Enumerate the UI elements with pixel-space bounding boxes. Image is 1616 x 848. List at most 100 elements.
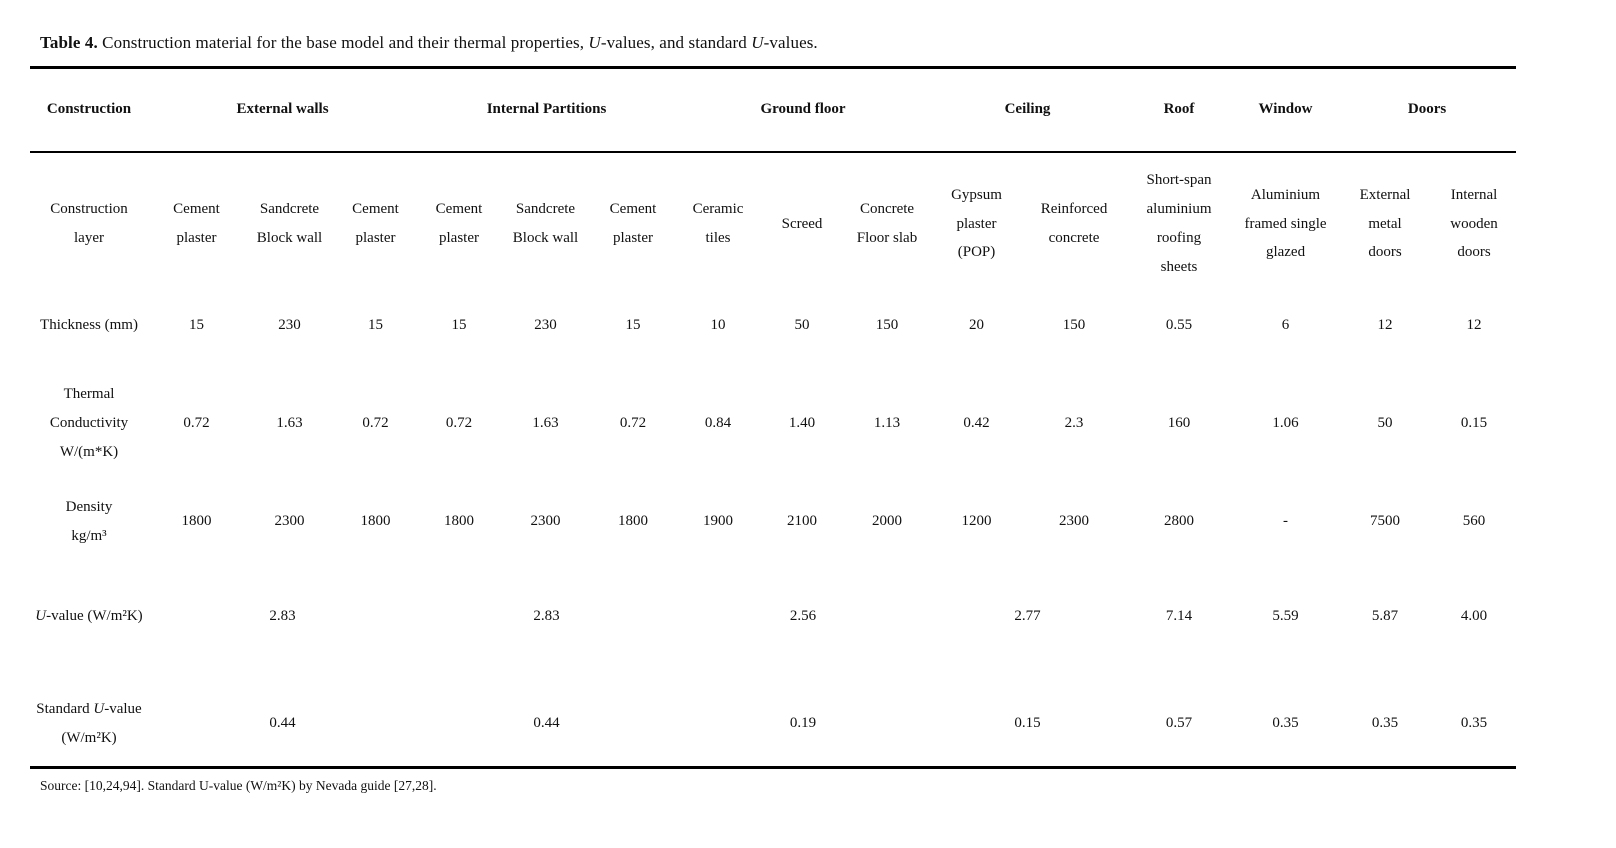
table-cell: 15 [189, 317, 204, 334]
group-header-window: Window [1233, 67, 1339, 153]
table-cell: 2.83 [533, 608, 560, 625]
table-cell: 1.06 [1272, 415, 1299, 432]
row-label-standard-units: -value (W/m²K) [61, 700, 142, 746]
table-cell: 1800 [618, 513, 648, 530]
table-cell: 0.72 [183, 415, 210, 432]
table-cell: Screed [781, 215, 823, 232]
table-cell: 1200 [961, 513, 992, 530]
table-cell: 15 [625, 317, 641, 334]
density-row: Density kg/m³ 1800 2300 1800 1800 2300 1… [30, 492, 1516, 552]
table-cell: Cement plaster [173, 201, 220, 246]
table-cell: 1.63 [276, 415, 303, 432]
table-caption-text: -values. [763, 33, 818, 52]
table-cell: 2.77 [1014, 608, 1041, 625]
table-cell: 50 [1377, 415, 1393, 432]
table-cell: External metal doors [1359, 186, 1411, 261]
table-cell: 2300 [530, 513, 561, 530]
table-cell: 0.35 [1272, 715, 1299, 732]
italic-u: U [93, 700, 105, 717]
table-cell: 2000 [872, 513, 903, 530]
table-caption-text: Construction material for the base model… [97, 33, 589, 52]
table-cell: 0.19 [789, 715, 817, 732]
row-label-thickness: Thickness (mm) [40, 317, 138, 334]
table-cell: 50 [794, 317, 810, 334]
table-cell: 2.56 [789, 608, 817, 625]
table-cell: 15 [368, 317, 383, 334]
u-value-row: U-value (W/m²K) 2.83 2.83 2.56 2.77 7.14… [30, 552, 1516, 682]
table-cell: Cement plaster [435, 201, 483, 246]
table-cell: 0.72 [362, 415, 389, 432]
table-caption-number: Table 4. [40, 33, 98, 52]
table-cell: 1800 [360, 513, 391, 530]
table-cell: 7.14 [1165, 608, 1193, 625]
row-label-standard-text: Standard [36, 700, 94, 717]
table-cell: 0.84 [704, 415, 732, 432]
table-cell: 1.40 [788, 415, 816, 432]
group-header-ground-floor: Ground floor [676, 67, 931, 153]
table-cell: Reinforced concrete [1040, 201, 1108, 246]
table-cell: 20 [969, 317, 985, 334]
table-cell: 560 [1462, 513, 1486, 530]
table-caption-text: -values, and standard [600, 33, 752, 52]
thermal-properties-table: Construction External walls Internal Par… [30, 66, 1517, 769]
table-cell: 0.55 [1165, 317, 1193, 334]
table-cell: Aluminium framed single glazed [1244, 186, 1327, 261]
group-header-doors: Doors [1338, 67, 1517, 153]
table-cell: 230 [278, 317, 301, 334]
italic-u: U [35, 608, 47, 625]
table-cell: 4.00 [1460, 608, 1488, 625]
source-note: Source: [10,24,94]. Standard U-value (W/… [40, 778, 437, 793]
table-cell: 0.72 [619, 415, 647, 432]
table-cell: 2300 [1059, 513, 1090, 530]
table-cell: Ceramic tiles [692, 201, 744, 246]
paper-page: Table 4. Construction material for the b… [30, 33, 1586, 793]
table-cell: 0.44 [533, 715, 560, 732]
table-cell: 10 [710, 317, 726, 334]
table-cell: Short-span aluminium roofing sheets [1146, 172, 1212, 275]
group-header-roof: Roof [1125, 67, 1234, 153]
table-cell: 0.15 [1460, 415, 1488, 432]
group-header-internal-partitions: Internal Partitions [417, 67, 677, 153]
table-cell: 0.42 [963, 415, 990, 432]
table-cell: 230 [534, 317, 557, 334]
thermal-conductivity-row: Thermal Conductivity W/(m*K) 0.72 1.63 0… [30, 356, 1516, 492]
table-cell: 160 [1167, 415, 1191, 432]
table-cell: 0.35 [1460, 715, 1488, 732]
row-label-u-value: U-value (W/m²K) [30, 552, 148, 682]
table-cell: Sandcrete Block wall [512, 201, 579, 246]
table-cell: - [1283, 513, 1289, 530]
row-label-thermal-conductivity: Thermal Conductivity W/(m*K) [49, 386, 129, 460]
table-cell: 15 [451, 317, 467, 334]
table-cell: Concrete Floor slab [856, 201, 918, 246]
row-label-density: Density kg/m³ [65, 498, 113, 544]
construction-layer-row: Construction layer Cement plaster Sandcr… [30, 152, 1516, 296]
table-cell: 2100 [787, 513, 818, 530]
thickness-row: Thickness (mm) 15 230 15 15 230 15 10 50… [30, 296, 1516, 356]
group-header-external-walls: External walls [148, 67, 417, 153]
table-caption: Table 4. Construction material for the b… [40, 33, 1586, 53]
table-cell: 2.83 [269, 608, 296, 625]
table-cell: 12 [1377, 317, 1393, 334]
table-cell: 0.35 [1371, 715, 1399, 732]
table-cell: 5.87 [1371, 608, 1399, 625]
table-cell: 0.72 [445, 415, 473, 432]
table-cell: 1800 [181, 513, 212, 530]
table-caption-italic-u: U [588, 33, 601, 52]
table-cell: Gypsum plaster (POP) [951, 186, 1002, 261]
table-cell: 2.3 [1064, 415, 1084, 432]
table-cell: Cement plaster [609, 201, 657, 246]
table-cell: 150 [875, 317, 899, 334]
table-cell: 2300 [274, 513, 305, 530]
table-caption-italic-u: U [751, 33, 764, 52]
table-cell: 2800 [1164, 513, 1195, 530]
table-cell: 1.63 [532, 415, 559, 432]
row-label-u-value-text: -value (W/m²K) [46, 608, 143, 625]
row-label-standard-u-value: Standard U-value (W/m²K) [30, 682, 148, 768]
table-cell: 12 [1466, 317, 1482, 334]
group-header-construction: Construction [30, 67, 148, 153]
table-cell: 0.15 [1014, 715, 1041, 732]
table-cell: Internal wooden doors [1450, 186, 1498, 261]
table-cell: 7500 [1370, 513, 1401, 530]
table-cell: Cement plaster [352, 201, 399, 246]
table-cell: 0.44 [269, 715, 296, 732]
